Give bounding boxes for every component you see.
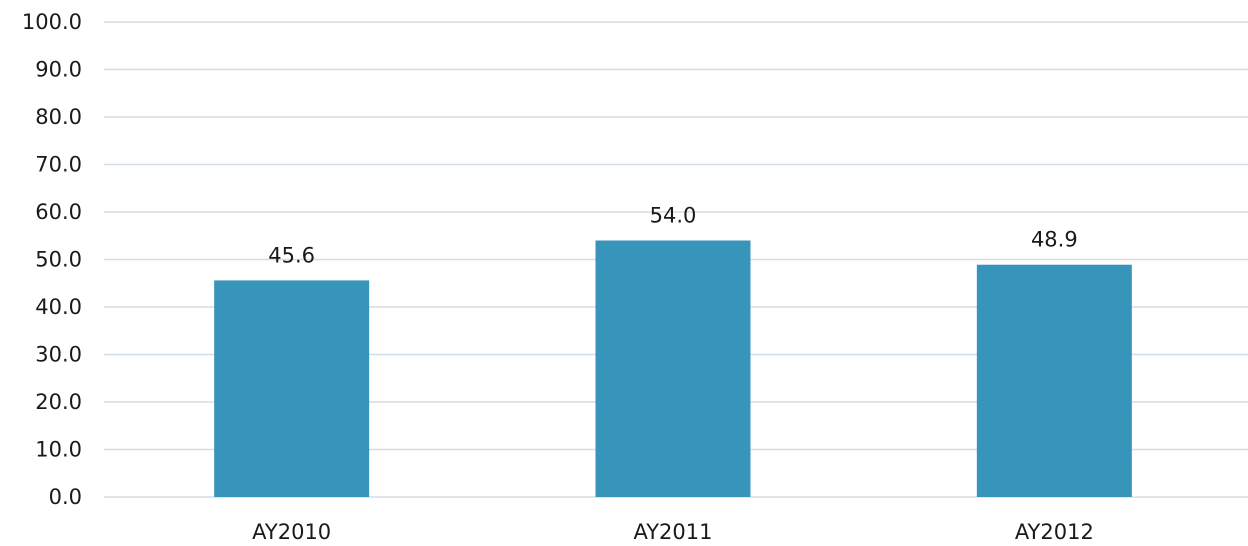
y-tick-label: 60.0: [35, 200, 82, 224]
data-label-ay2010: 45.6: [268, 243, 315, 267]
bars: [214, 240, 1132, 497]
data-labels: 45.6 54.0 48.9: [268, 204, 1077, 268]
y-tick-label: 100.0: [22, 10, 82, 34]
x-tick-label-ay2011: AY2011: [633, 520, 712, 544]
bar-ay2012: [976, 264, 1132, 497]
y-axis-ticks: 0.0 10.0 20.0 30.0 40.0 50.0 60.0 70.0 80.0 90.0 1…: [22, 10, 82, 509]
y-tick-label: 20.0: [35, 390, 82, 414]
y-tick-label: 80.0: [35, 105, 82, 129]
y-tick-label: 40.0: [35, 295, 82, 319]
y-tick-label: 50.0: [35, 248, 82, 272]
bar-ay2010: [214, 280, 370, 497]
y-tick-label: 0.0: [49, 485, 82, 509]
y-tick-label: 30.0: [35, 343, 82, 367]
y-tick-label: 70.0: [35, 153, 82, 177]
bar-ay2011: [595, 240, 751, 497]
x-axis-ticks: AY2010 AY2011 AY2012: [252, 520, 1094, 544]
data-label-ay2012: 48.9: [1031, 228, 1078, 252]
x-tick-label-ay2012: AY2012: [1015, 520, 1094, 544]
y-tick-label: 90.0: [35, 58, 82, 82]
y-tick-label: 10.0: [35, 438, 82, 462]
x-tick-label-ay2010: AY2010: [252, 520, 331, 544]
data-label-ay2011: 54.0: [650, 204, 697, 228]
